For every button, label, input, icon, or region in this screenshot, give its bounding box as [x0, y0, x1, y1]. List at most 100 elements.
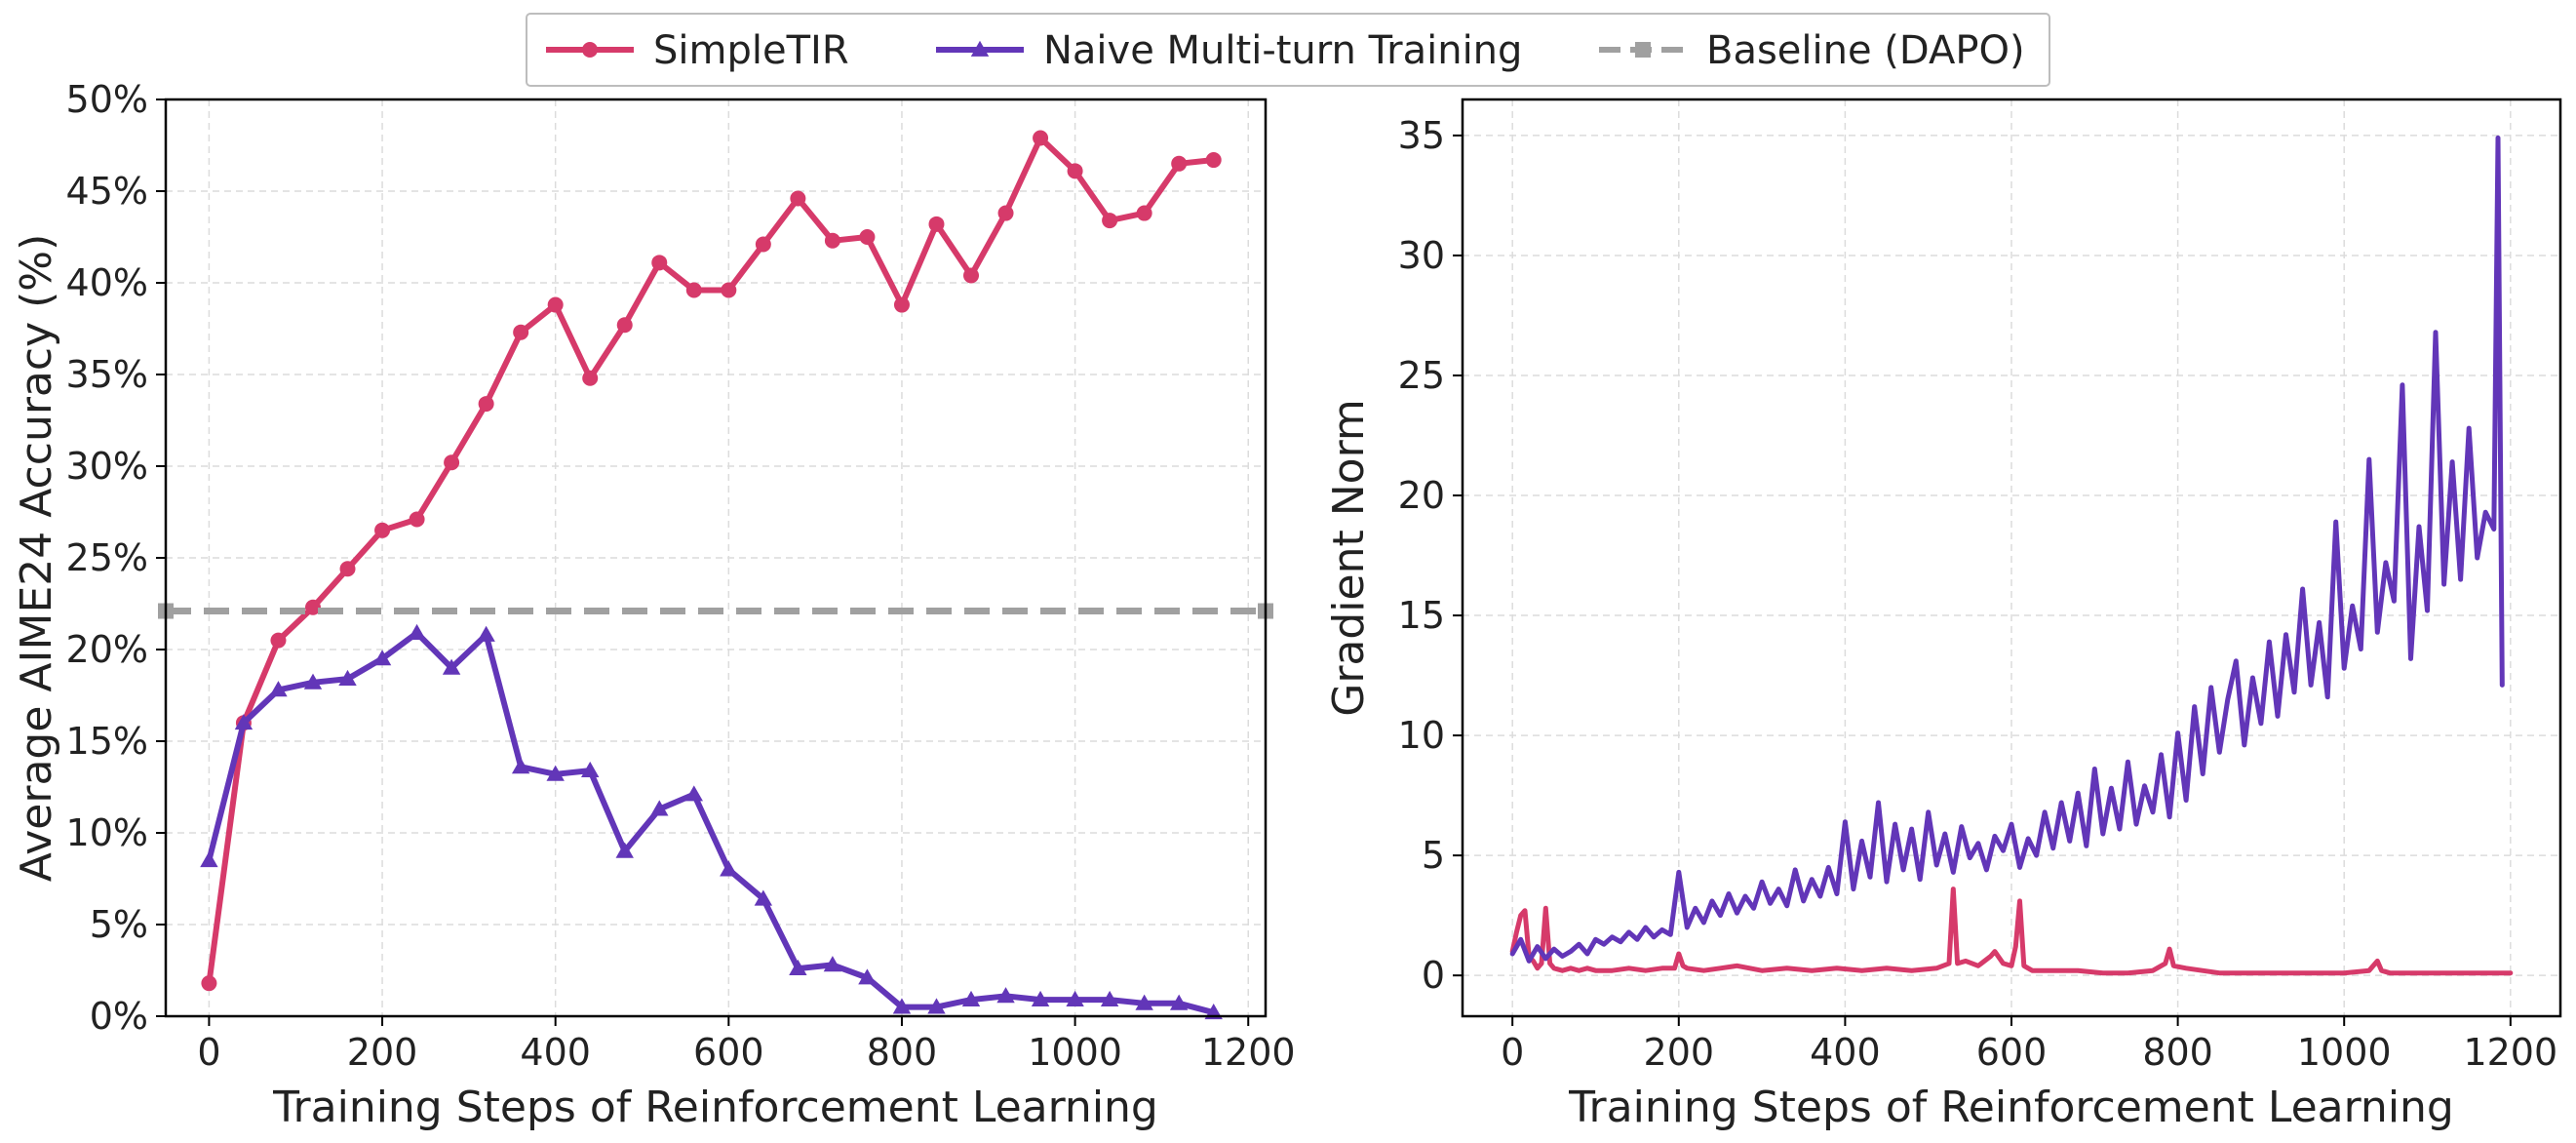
gradnorm-xtick-label: 600: [1976, 1031, 2048, 1074]
accuracy-series-naive-multi-turn-training-point-0: [200, 851, 218, 868]
accuracy-series-simpletir-point-14: [685, 282, 702, 298]
accuracy-series-naive-multi-turn-training-point-17: [789, 959, 807, 976]
gradnorm-ytick-label: 5: [1422, 834, 1445, 877]
accuracy-series-naive-multi-turn-training-line: [206, 630, 1217, 1016]
accuracy-series-simpletir-point-6: [409, 511, 425, 528]
gradnorm-ytick-label: 35: [1398, 114, 1445, 157]
accuracy-series-naive-multi-turn-training-point-5: [372, 650, 392, 666]
accuracy-series-naive-multi-turn-training-point-1: [234, 714, 254, 730]
gradnorm-series-simpletir: [1509, 887, 2514, 976]
accuracy-series-simpletir-point-16: [755, 236, 771, 253]
accuracy-series-simpletir-point-5: [374, 522, 391, 538]
accuracy-series-naive-multi-turn-training-point-7: [442, 658, 461, 675]
accuracy-series-simpletir-point-29: [1205, 152, 1222, 169]
gradnorm-ytick-label: 0: [1422, 954, 1445, 997]
gradnorm-ytick-label: 15: [1398, 594, 1445, 637]
legend-label: Naive Multi-turn Training: [1043, 28, 1522, 73]
gradnorm-series-naive-multi-turn-training-line: [1509, 135, 2505, 964]
accuracy-series-naive-multi-turn-training-point-25: [1066, 990, 1084, 1006]
accuracy-series-simpletir-point-9: [513, 324, 529, 340]
accuracy-series-naive-multi-turn-training-point-27: [1135, 994, 1153, 1010]
accuracy-xtick-label: 800: [867, 1031, 938, 1074]
accuracy-series-simpletir-point-17: [790, 190, 806, 207]
accuracy-xtick-label: 200: [347, 1031, 418, 1074]
gradnorm-xtick-label: 200: [1644, 1031, 1715, 1074]
accuracy-xtick-label: 0: [197, 1031, 220, 1074]
gradnorm-ytick-label: 10: [1398, 714, 1445, 757]
accuracy-series-simpletir-point-13: [651, 255, 668, 271]
accuracy-xtick-label: 1000: [1028, 1031, 1122, 1074]
gradnorm-series-simpletir-line: [1509, 887, 2514, 976]
accuracy-series-naive-multi-turn-training-point-18: [823, 956, 842, 972]
accuracy-ytick-label: 5%: [90, 903, 148, 946]
gradnorm-ytick-label: 20: [1398, 474, 1445, 517]
accuracy-series-simpletir-point-10: [547, 296, 564, 313]
legend-swatch-marker: [1635, 42, 1651, 58]
accuracy-series-simpletir-point-15: [721, 282, 737, 298]
accuracy-y-axis-label: Average AIME24 Accuracy (%): [12, 234, 61, 883]
gradnorm-ytick-label: 25: [1398, 354, 1445, 397]
accuracy-series-naive-multi-turn-training-point-19: [858, 968, 877, 985]
gradnorm-xtick-label: 400: [1810, 1031, 1881, 1074]
gradnorm-xtick-label: 800: [2142, 1031, 2213, 1074]
accuracy-series-naive-multi-turn-training-point-4: [338, 669, 357, 686]
accuracy-series-simpletir-point-18: [824, 232, 840, 249]
accuracy-series-simpletir-point-27: [1136, 205, 1152, 221]
gradnorm-series-naive-multi-turn-training: [1509, 135, 2505, 964]
accuracy-series-naive-multi-turn-training-point-6: [408, 623, 426, 640]
accuracy-xtick-label: 600: [693, 1031, 764, 1074]
gradnorm-ytick-label: 30: [1398, 234, 1445, 277]
accuracy-series-simpletir-point-7: [444, 454, 460, 471]
accuracy-series-simpletir-point-8: [478, 396, 494, 413]
gradnorm-data: [1509, 135, 2514, 976]
accuracy-series-naive-multi-turn-training-point-22: [961, 990, 981, 1006]
accuracy-series-simpletir-point-22: [963, 267, 980, 284]
accuracy-series-naive-multi-turn-training-point-8: [477, 625, 495, 642]
legend-box: [526, 13, 2050, 87]
gradnorm-xtick-label: 1200: [2463, 1031, 2557, 1074]
accuracy-series-naive-multi-turn-training-point-10: [546, 765, 565, 781]
gradnorm-y-axis-label: Gradient Norm: [1324, 399, 1374, 717]
accuracy-ytick-label: 30%: [66, 445, 148, 488]
accuracy-series-naive-multi-turn-training-point-24: [1031, 990, 1050, 1006]
accuracy-series-naive-multi-turn-training-point-12: [615, 842, 634, 858]
accuracy-series-baseline-dapo: [158, 603, 1273, 619]
gradnorm-x-axis-label: Training Steps of Reinforcement Learning: [1568, 1083, 2454, 1132]
accuracy-grid: [166, 99, 1266, 1017]
accuracy-ytick-label: 20%: [66, 628, 148, 671]
accuracy-series-simpletir-point-28: [1171, 155, 1188, 172]
accuracy-ytick-label: 45%: [66, 170, 148, 213]
accuracy-ytick-label: 15%: [66, 720, 148, 763]
accuracy-series-naive-multi-turn-training-point-9: [511, 758, 530, 774]
accuracy-ytick-label: 10%: [66, 811, 148, 854]
accuracy-ytick-label: 35%: [66, 353, 148, 396]
accuracy-series-simpletir-line: [206, 135, 1217, 987]
accuracy-data: [158, 130, 1273, 1020]
accuracy-series-naive-multi-turn-training-point-16: [754, 889, 773, 906]
accuracy-series-simpletir-point-11: [582, 370, 599, 386]
accuracy-xtick-label: 400: [520, 1031, 591, 1074]
gradient-norm-panel: 0 200 400 600 800 1000 1200 0 5 10 15 20 25 30 35 Train…: [1324, 98, 2562, 1132]
accuracy-series-naive-multi-turn-training-point-26: [1100, 990, 1119, 1006]
accuracy-series-naive-multi-turn-training-point-20: [892, 998, 912, 1014]
accuracy-series-naive-multi-turn-training-point-14: [684, 785, 703, 802]
accuracy-ytick-label: 40%: [66, 261, 148, 304]
accuracy-series-naive-multi-turn-training-point-11: [581, 761, 600, 777]
accuracy-ytick-label: 50%: [66, 78, 148, 121]
legend-swatch-marker: [582, 42, 598, 58]
accuracy-series-naive-multi-turn-training-point-21: [927, 998, 946, 1014]
accuracy-series-simpletir-point-23: [997, 205, 1014, 221]
accuracy-series-simpletir-point-12: [616, 317, 633, 334]
accuracy-series-simpletir-point-19: [859, 229, 876, 245]
accuracy-series-naive-multi-turn-training-point-2: [269, 681, 288, 697]
accuracy-series-simpletir-point-24: [1033, 130, 1049, 146]
accuracy-series-simpletir: [201, 130, 1222, 992]
accuracy-series-naive-multi-turn-training: [200, 623, 1223, 1020]
accuracy-series-simpletir-point-21: [928, 216, 945, 232]
accuracy-panel: 0 200 400 600 800 1000 1200 0% 5% 10% 15% 20% 25% 30%…: [12, 78, 1296, 1132]
gradnorm-xtick-label: 0: [1501, 1031, 1524, 1074]
accuracy-ytick-label: 25%: [66, 536, 148, 579]
legend-swatch-marker: [970, 40, 990, 57]
accuracy-series-simpletir-point-2: [270, 632, 287, 649]
